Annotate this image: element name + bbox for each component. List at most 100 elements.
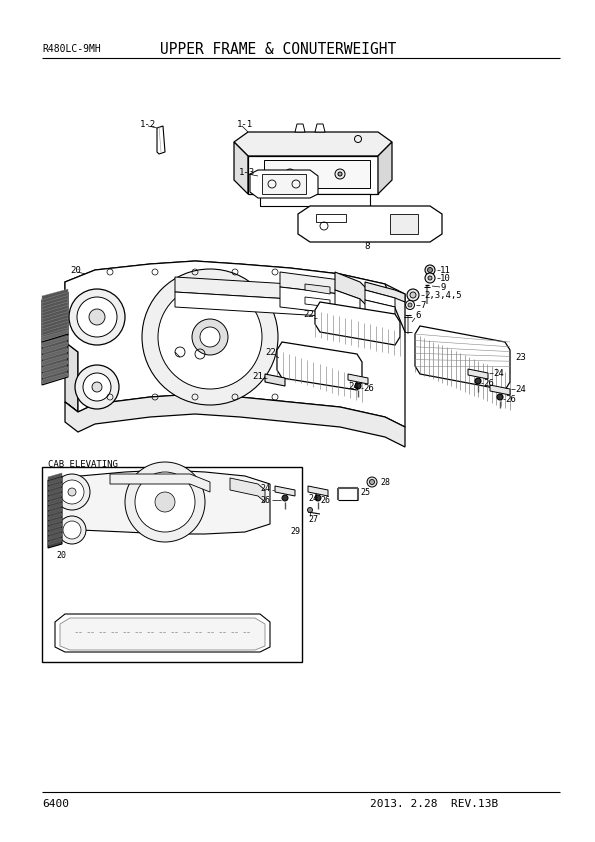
- Circle shape: [410, 292, 416, 298]
- Circle shape: [77, 297, 117, 337]
- Circle shape: [497, 394, 503, 400]
- Polygon shape: [48, 503, 62, 510]
- Text: 24: 24: [348, 381, 359, 391]
- Circle shape: [427, 268, 433, 273]
- Polygon shape: [280, 272, 355, 302]
- Polygon shape: [42, 315, 68, 326]
- Polygon shape: [65, 261, 405, 342]
- Polygon shape: [48, 508, 62, 515]
- Polygon shape: [48, 483, 62, 490]
- Circle shape: [158, 285, 262, 389]
- Text: 1-1: 1-1: [237, 120, 253, 129]
- Circle shape: [135, 472, 195, 532]
- Text: 23: 23: [515, 353, 526, 361]
- Text: 11: 11: [440, 265, 451, 274]
- Text: 2013. 2.28  REV.13B: 2013. 2.28 REV.13B: [370, 799, 498, 809]
- Polygon shape: [42, 324, 68, 336]
- Polygon shape: [305, 284, 330, 294]
- Text: 20: 20: [70, 265, 81, 274]
- Circle shape: [68, 488, 76, 496]
- Text: 24: 24: [308, 493, 318, 503]
- Polygon shape: [262, 174, 306, 194]
- Text: 20: 20: [56, 552, 66, 561]
- Text: 1-3: 1-3: [239, 168, 255, 177]
- Polygon shape: [315, 124, 325, 132]
- Polygon shape: [48, 538, 62, 545]
- Polygon shape: [48, 473, 62, 480]
- Polygon shape: [65, 342, 78, 412]
- Polygon shape: [42, 336, 68, 347]
- Polygon shape: [48, 476, 62, 548]
- Polygon shape: [365, 290, 395, 307]
- Polygon shape: [42, 330, 68, 341]
- Polygon shape: [48, 498, 62, 505]
- Polygon shape: [298, 206, 442, 242]
- Polygon shape: [42, 328, 68, 338]
- Text: 22: 22: [303, 310, 314, 318]
- Polygon shape: [335, 272, 368, 307]
- Text: 28: 28: [380, 477, 390, 487]
- Polygon shape: [42, 334, 68, 385]
- Polygon shape: [42, 367, 68, 378]
- Text: R480LC-9MH: R480LC-9MH: [42, 44, 101, 54]
- Polygon shape: [65, 394, 405, 447]
- Text: 24: 24: [260, 483, 270, 493]
- Text: 26: 26: [320, 495, 330, 504]
- Text: 24: 24: [493, 369, 504, 377]
- Text: 27: 27: [308, 515, 318, 525]
- Circle shape: [308, 508, 312, 513]
- Polygon shape: [42, 292, 68, 342]
- Text: 21: 21: [252, 371, 263, 381]
- Circle shape: [83, 373, 111, 401]
- Polygon shape: [42, 318, 68, 329]
- Circle shape: [200, 327, 220, 347]
- Circle shape: [75, 365, 119, 409]
- Polygon shape: [48, 513, 62, 520]
- Text: 7: 7: [420, 301, 425, 310]
- Polygon shape: [335, 290, 360, 314]
- Polygon shape: [60, 618, 265, 650]
- Text: CAB ELEVATING: CAB ELEVATING: [48, 460, 118, 468]
- Circle shape: [425, 265, 435, 275]
- Polygon shape: [48, 493, 62, 500]
- Text: 24: 24: [515, 385, 526, 393]
- Polygon shape: [55, 614, 270, 652]
- Polygon shape: [260, 194, 370, 206]
- Polygon shape: [42, 308, 68, 319]
- Polygon shape: [42, 299, 68, 310]
- Circle shape: [69, 289, 125, 345]
- Polygon shape: [42, 331, 68, 342]
- Polygon shape: [48, 518, 62, 525]
- Polygon shape: [250, 170, 318, 198]
- Circle shape: [407, 289, 419, 301]
- Circle shape: [406, 301, 415, 310]
- Polygon shape: [280, 287, 355, 322]
- Circle shape: [54, 474, 90, 510]
- Polygon shape: [42, 292, 68, 303]
- Circle shape: [63, 521, 81, 539]
- Polygon shape: [110, 474, 210, 492]
- Circle shape: [425, 273, 435, 283]
- Polygon shape: [248, 156, 378, 194]
- Polygon shape: [378, 142, 392, 194]
- Text: 26: 26: [363, 383, 374, 392]
- Text: 25: 25: [360, 488, 370, 497]
- Circle shape: [125, 462, 205, 542]
- Polygon shape: [308, 486, 328, 496]
- Polygon shape: [234, 142, 248, 194]
- Circle shape: [367, 477, 377, 487]
- Text: 22: 22: [265, 348, 275, 356]
- Polygon shape: [295, 124, 305, 132]
- Polygon shape: [365, 300, 395, 322]
- Polygon shape: [42, 322, 68, 333]
- Polygon shape: [468, 369, 488, 379]
- Polygon shape: [264, 160, 370, 188]
- Polygon shape: [175, 292, 340, 317]
- Polygon shape: [42, 373, 68, 384]
- Polygon shape: [42, 343, 68, 354]
- Circle shape: [475, 378, 481, 384]
- Polygon shape: [348, 374, 368, 384]
- Circle shape: [58, 516, 86, 544]
- Text: 26: 26: [483, 379, 494, 387]
- Polygon shape: [305, 297, 330, 307]
